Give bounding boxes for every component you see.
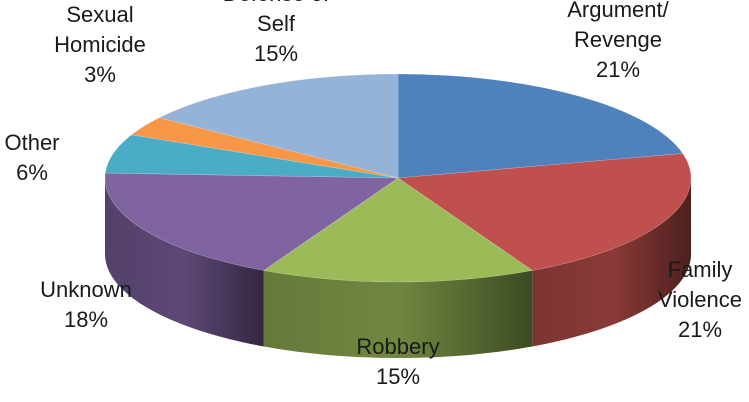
slice-name-line: Homicide xyxy=(54,32,146,57)
slice-percent: 21% xyxy=(596,57,640,82)
pie-side-walls xyxy=(105,178,691,358)
slice-label-defense-of-self: Defense of Self 15% xyxy=(223,0,330,66)
slice-labels: Argument/Revenge 21% Family Violence 21% Robb… xyxy=(4,0,742,389)
slice-label-argument-revenge: Argument/Revenge 21% xyxy=(567,0,669,82)
slice-percent: 3% xyxy=(84,62,116,87)
slice-name-line: Unknown xyxy=(40,277,132,302)
pie-side-shading xyxy=(263,270,533,358)
slice-name-line: Argument/ xyxy=(567,0,669,22)
pie-top-faces xyxy=(104,73,692,283)
slice-name-line: Family xyxy=(668,257,733,282)
pie-slice-sexual-homicide xyxy=(130,117,399,179)
slice-percent: 15% xyxy=(376,364,420,389)
slice-name-line: Self xyxy=(257,11,296,36)
slice-percent: 21% xyxy=(678,317,722,342)
slice-name-line: Revenge xyxy=(574,27,662,52)
pie-slice-defense-of-self xyxy=(158,73,399,179)
slice-name-line: Robbery xyxy=(356,334,439,359)
slice-label-robbery: Robbery 15% xyxy=(356,334,439,389)
slice-percent: 18% xyxy=(64,307,108,332)
slice-label-sexual-homicide: Sexual Homicide 3% xyxy=(54,2,146,87)
pie-side-shading xyxy=(105,178,264,347)
pie-slice-robbery xyxy=(262,177,534,283)
pie-slice-other xyxy=(104,134,399,179)
pie-slice-argument-revenge xyxy=(397,73,684,179)
pie-side-shading xyxy=(532,178,691,347)
slice-label-unknown: Unknown 18% xyxy=(40,277,132,332)
slice-label-family-violence: Family Violence 21% xyxy=(658,257,742,342)
slice-name-line: Other xyxy=(4,130,59,155)
slice-name-line: Defense of xyxy=(223,0,330,6)
slice-percent: 15% xyxy=(254,41,298,66)
pie-slice-family-violence xyxy=(397,153,692,271)
slice-name-line: Violence xyxy=(658,287,742,312)
pie-slice-unknown xyxy=(104,172,399,271)
slice-name-line: Sexual xyxy=(66,2,133,27)
slice-label-other: Other 6% xyxy=(4,130,59,185)
slice-percent: 6% xyxy=(16,160,48,185)
